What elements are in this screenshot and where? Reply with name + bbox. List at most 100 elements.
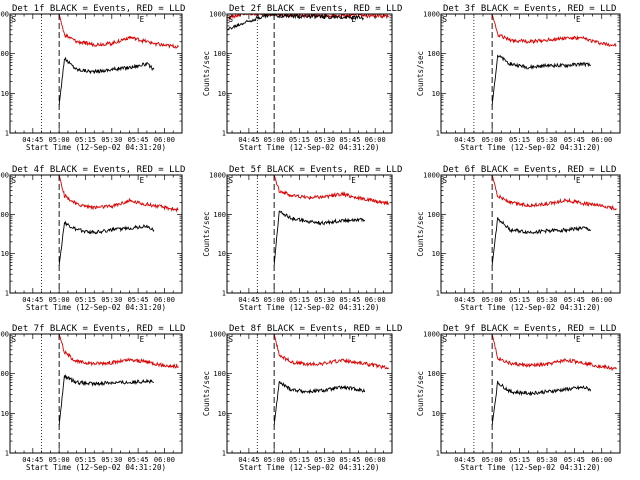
plot-frame — [226, 13, 393, 134]
s-marker-label: S — [443, 335, 448, 344]
y-axis-label: Counts/sec — [416, 211, 425, 256]
x-tick-label: 04:45 — [238, 456, 259, 464]
x-tick-label: 05:45 — [339, 456, 360, 464]
events-series-line — [227, 14, 364, 31]
y-tick-label: 10 — [432, 90, 440, 98]
y-tick-label: 1 — [222, 130, 226, 138]
x-tick-label: 04:45 — [238, 136, 259, 144]
y-tick-label: 100 — [427, 50, 440, 58]
x-axis-label: Start Time (12-Sep-02 04:31:20) — [461, 463, 601, 472]
e-marker-label: E — [140, 335, 145, 344]
events-series-line — [491, 217, 592, 266]
x-tick-label: 05:15 — [289, 456, 310, 464]
plot-frame — [440, 13, 621, 134]
plot-frame — [226, 174, 393, 294]
lld-series-line — [273, 334, 389, 370]
chart-title: Det 2f BLACK = Events, RED = LLD — [229, 4, 402, 14]
y-axis-label: Counts/sec — [416, 371, 425, 416]
x-tick-label: 05:45 — [128, 296, 149, 304]
e-marker-label: E — [576, 335, 581, 344]
plot-frame — [440, 333, 621, 454]
s-marker-label: S — [229, 335, 234, 344]
y-tick-label: 10 — [1, 90, 9, 98]
x-axis-label: Start Time (12-Sep-02 04:31:20) — [461, 143, 601, 152]
s-marker-label: S — [12, 15, 17, 24]
x-tick-label: 06:00 — [591, 296, 612, 304]
lld-series-line — [58, 175, 179, 213]
x-tick-label: 05:15 — [509, 136, 530, 144]
x-tick-label: 06:00 — [591, 456, 612, 464]
x-tick-label: 05:45 — [564, 296, 585, 304]
x-tick-label: 05:15 — [75, 136, 96, 144]
chart-panel-1: Det 1f BLACK = Events, RED = LLD 1 10 100 10… — [0, 4, 185, 152]
y-tick-label: 1 — [5, 130, 9, 138]
x-tick-label: 05:15 — [509, 296, 530, 304]
x-tick-label: 05:00 — [49, 296, 70, 304]
x-tick-label: 05:45 — [128, 136, 149, 144]
x-tick-label: 05:00 — [49, 456, 70, 464]
events-series-line — [273, 210, 366, 266]
y-tick-label: 1 — [5, 450, 9, 458]
x-axis-label: Start Time (12-Sep-02 04:31:20) — [240, 463, 380, 472]
y-tick-label: 10 — [218, 410, 226, 418]
plot-frame — [9, 13, 183, 134]
e-marker-label: E — [140, 176, 145, 185]
s-marker-label: S — [229, 15, 234, 24]
y-tick-label: 100 — [0, 50, 9, 58]
y-tick-label: 100 — [213, 370, 226, 378]
y-tick-label: 1 — [436, 130, 440, 138]
e-marker-label: E — [576, 15, 581, 24]
x-tick-label: 05:45 — [339, 136, 360, 144]
x-tick-label: 04:45 — [22, 456, 43, 464]
x-tick-label: 06:00 — [365, 456, 386, 464]
e-marker-label: E — [140, 15, 145, 24]
chart-title: Det 4f BLACK = Events, RED = LLD — [12, 165, 185, 175]
chart-title: Det 7f BLACK = Events, RED = LLD — [12, 324, 185, 334]
e-marker-label: E — [351, 335, 356, 344]
x-tick-label: 05:45 — [564, 456, 585, 464]
y-axis-label: Counts/sec — [202, 211, 211, 256]
plot-frame — [9, 333, 183, 454]
y-tick-label: 10 — [1, 410, 9, 418]
x-tick-label: 04:45 — [454, 136, 475, 144]
y-tick-label: 1 — [222, 450, 226, 458]
events-series-line — [58, 220, 155, 266]
y-tick-label: 1000 — [0, 11, 9, 19]
x-tick-label: 05:00 — [482, 296, 503, 304]
x-tick-label: 05:30 — [101, 456, 122, 464]
x-tick-label: 06:00 — [154, 456, 175, 464]
e-marker-label: E — [351, 15, 356, 24]
y-tick-label: 1000 — [423, 11, 440, 19]
x-tick-label: 05:00 — [482, 456, 503, 464]
y-tick-label: 10 — [1, 250, 9, 258]
y-tick-label: 1 — [436, 290, 440, 298]
x-axis-label: Start Time (12-Sep-02 04:31:20) — [26, 143, 166, 152]
chart-panel-9: Det 9f BLACK = Events, RED = LLD 1 10 100 10… — [416, 324, 621, 472]
x-tick-label: 05:30 — [536, 136, 557, 144]
chart-panel-6: Det 6f BLACK = Events, RED = LLD 1 10 100 10… — [416, 165, 621, 312]
s-marker-label: S — [12, 176, 17, 185]
x-tick-label: 06:00 — [365, 136, 386, 144]
x-tick-label: 05:30 — [101, 296, 122, 304]
plot-frame — [9, 174, 183, 294]
x-tick-label: 05:00 — [264, 456, 285, 464]
x-tick-label: 05:15 — [509, 456, 530, 464]
y-tick-label: 100 — [0, 211, 9, 219]
x-axis-label: Start Time (12-Sep-02 04:31:20) — [240, 303, 380, 312]
x-tick-label: 04:45 — [22, 136, 43, 144]
y-tick-label: 100 — [427, 370, 440, 378]
x-axis-label: Start Time (12-Sep-02 04:31:20) — [26, 303, 166, 312]
y-tick-label: 1000 — [209, 172, 226, 180]
chart-title: Det 3f BLACK = Events, RED = LLD — [443, 4, 616, 14]
x-tick-label: 05:00 — [264, 136, 285, 144]
events-series-line — [58, 373, 155, 426]
x-tick-label: 05:30 — [101, 136, 122, 144]
chart-panel-2: Det 2f BLACK = Events, RED = LLD 1 10 100 10… — [202, 4, 402, 152]
chart-panel-5: Det 5f BLACK = Events, RED = LLD 1 10 100 10… — [202, 165, 402, 312]
lld-series-line — [58, 334, 179, 370]
x-tick-label: 05:00 — [264, 296, 285, 304]
y-tick-label: 1000 — [0, 172, 9, 180]
x-tick-label: 06:00 — [365, 296, 386, 304]
chart-panel-8: Det 8f BLACK = Events, RED = LLD 1 10 100 10… — [202, 324, 402, 472]
